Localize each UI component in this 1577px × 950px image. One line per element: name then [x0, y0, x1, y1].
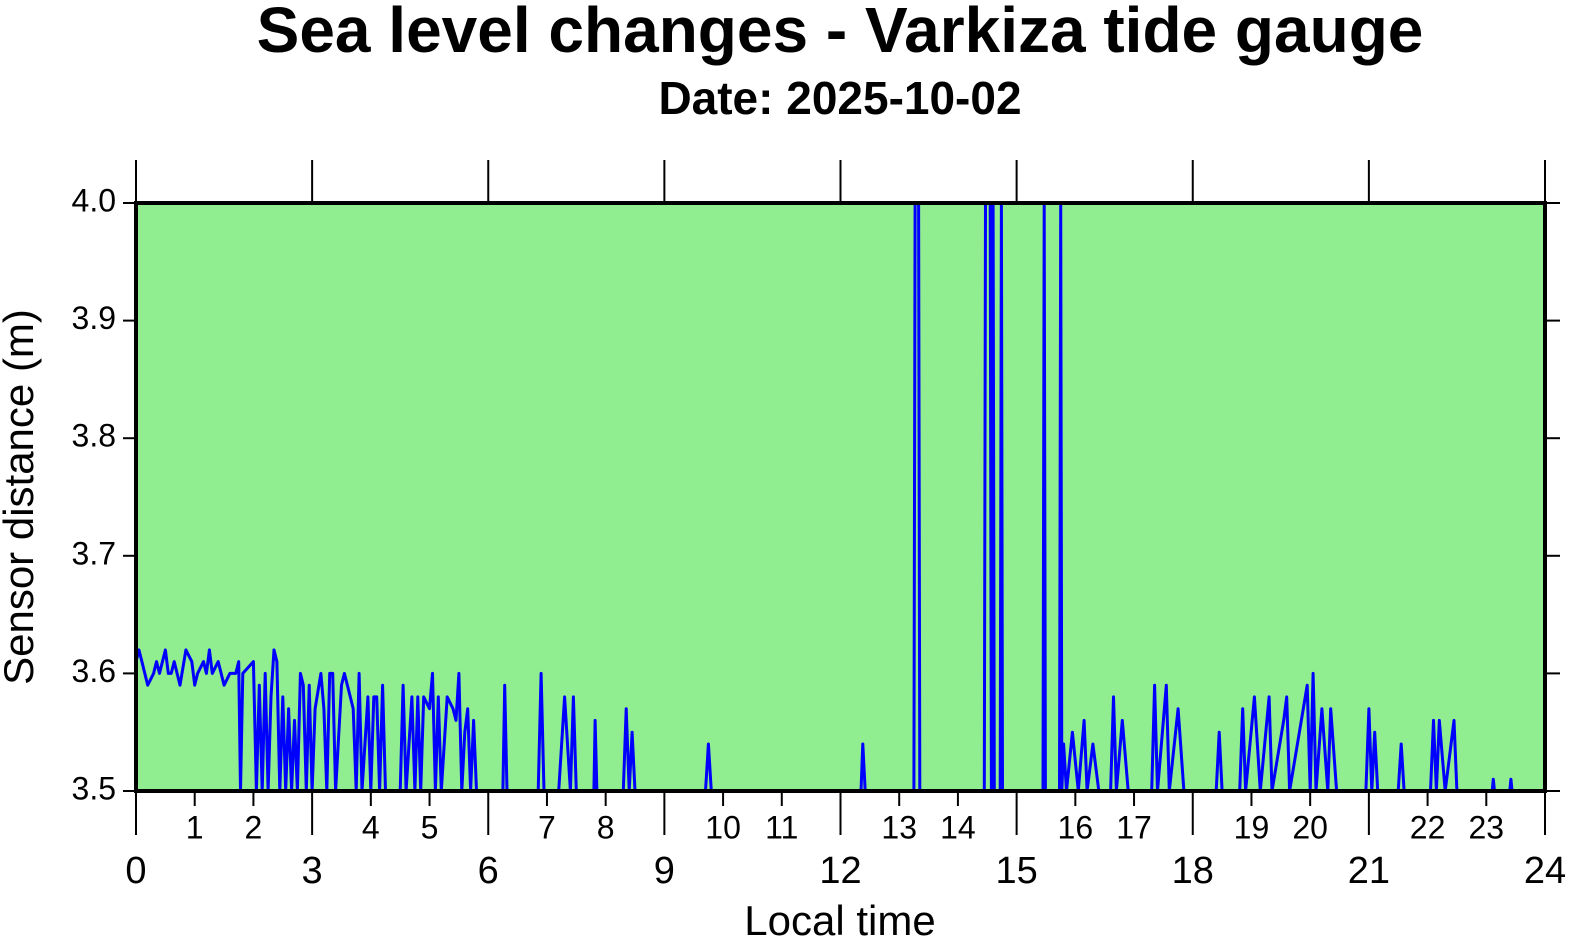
x-minor-tick-label: 22 [1410, 809, 1446, 845]
x-minor-tick-label: 7 [538, 809, 556, 845]
x-minor-tick-label: 10 [705, 809, 741, 845]
plot-background [136, 203, 1545, 791]
x-minor-tick-label: 2 [245, 809, 263, 845]
x-minor-tick-label: 8 [597, 809, 615, 845]
x-tick-label: 0 [125, 850, 146, 892]
x-tick-label: 6 [478, 850, 499, 892]
x-minor-tick-label: 23 [1468, 809, 1504, 845]
y-tick-label: 3.6 [72, 653, 116, 689]
x-tick-label: 24 [1524, 850, 1566, 892]
y-tick-label: 3.9 [72, 300, 116, 336]
x-tick-label: 3 [302, 850, 323, 892]
x-minor-tick-label: 17 [1116, 809, 1152, 845]
x-tick-label: 12 [819, 850, 861, 892]
x-tick-label: 15 [995, 850, 1037, 892]
chart-subtitle: Date: 2025-10-02 [658, 72, 1021, 124]
x-minor-tick-label: 16 [1058, 809, 1094, 845]
y-tick-label: 4.0 [72, 182, 116, 218]
x-minor-tick-label: 13 [881, 809, 917, 845]
x-minor-tick-label: 20 [1292, 809, 1328, 845]
y-tick-label: 3.7 [72, 535, 116, 571]
y-tick-label: 3.5 [72, 770, 116, 806]
x-tick-label: 18 [1172, 850, 1214, 892]
x-minor-tick-label: 1 [186, 809, 204, 845]
x-minor-tick-label: 14 [940, 809, 976, 845]
x-minor-tick-label: 4 [362, 809, 380, 845]
y-tick-label: 3.8 [72, 418, 116, 454]
x-tick-label: 21 [1348, 850, 1390, 892]
x-minor-tick-label: 5 [421, 809, 439, 845]
x-tick-label: 9 [654, 850, 675, 892]
x-minor-tick-label: 11 [765, 809, 798, 845]
chart-title: Sea level changes - Varkiza tide gauge [257, 0, 1424, 66]
x-minor-tick-label: 19 [1234, 809, 1270, 845]
x-axis-label: Local time [744, 897, 935, 944]
y-axis-label: Sensor distance (m) [0, 309, 42, 685]
plot-frame [134, 201, 1547, 793]
